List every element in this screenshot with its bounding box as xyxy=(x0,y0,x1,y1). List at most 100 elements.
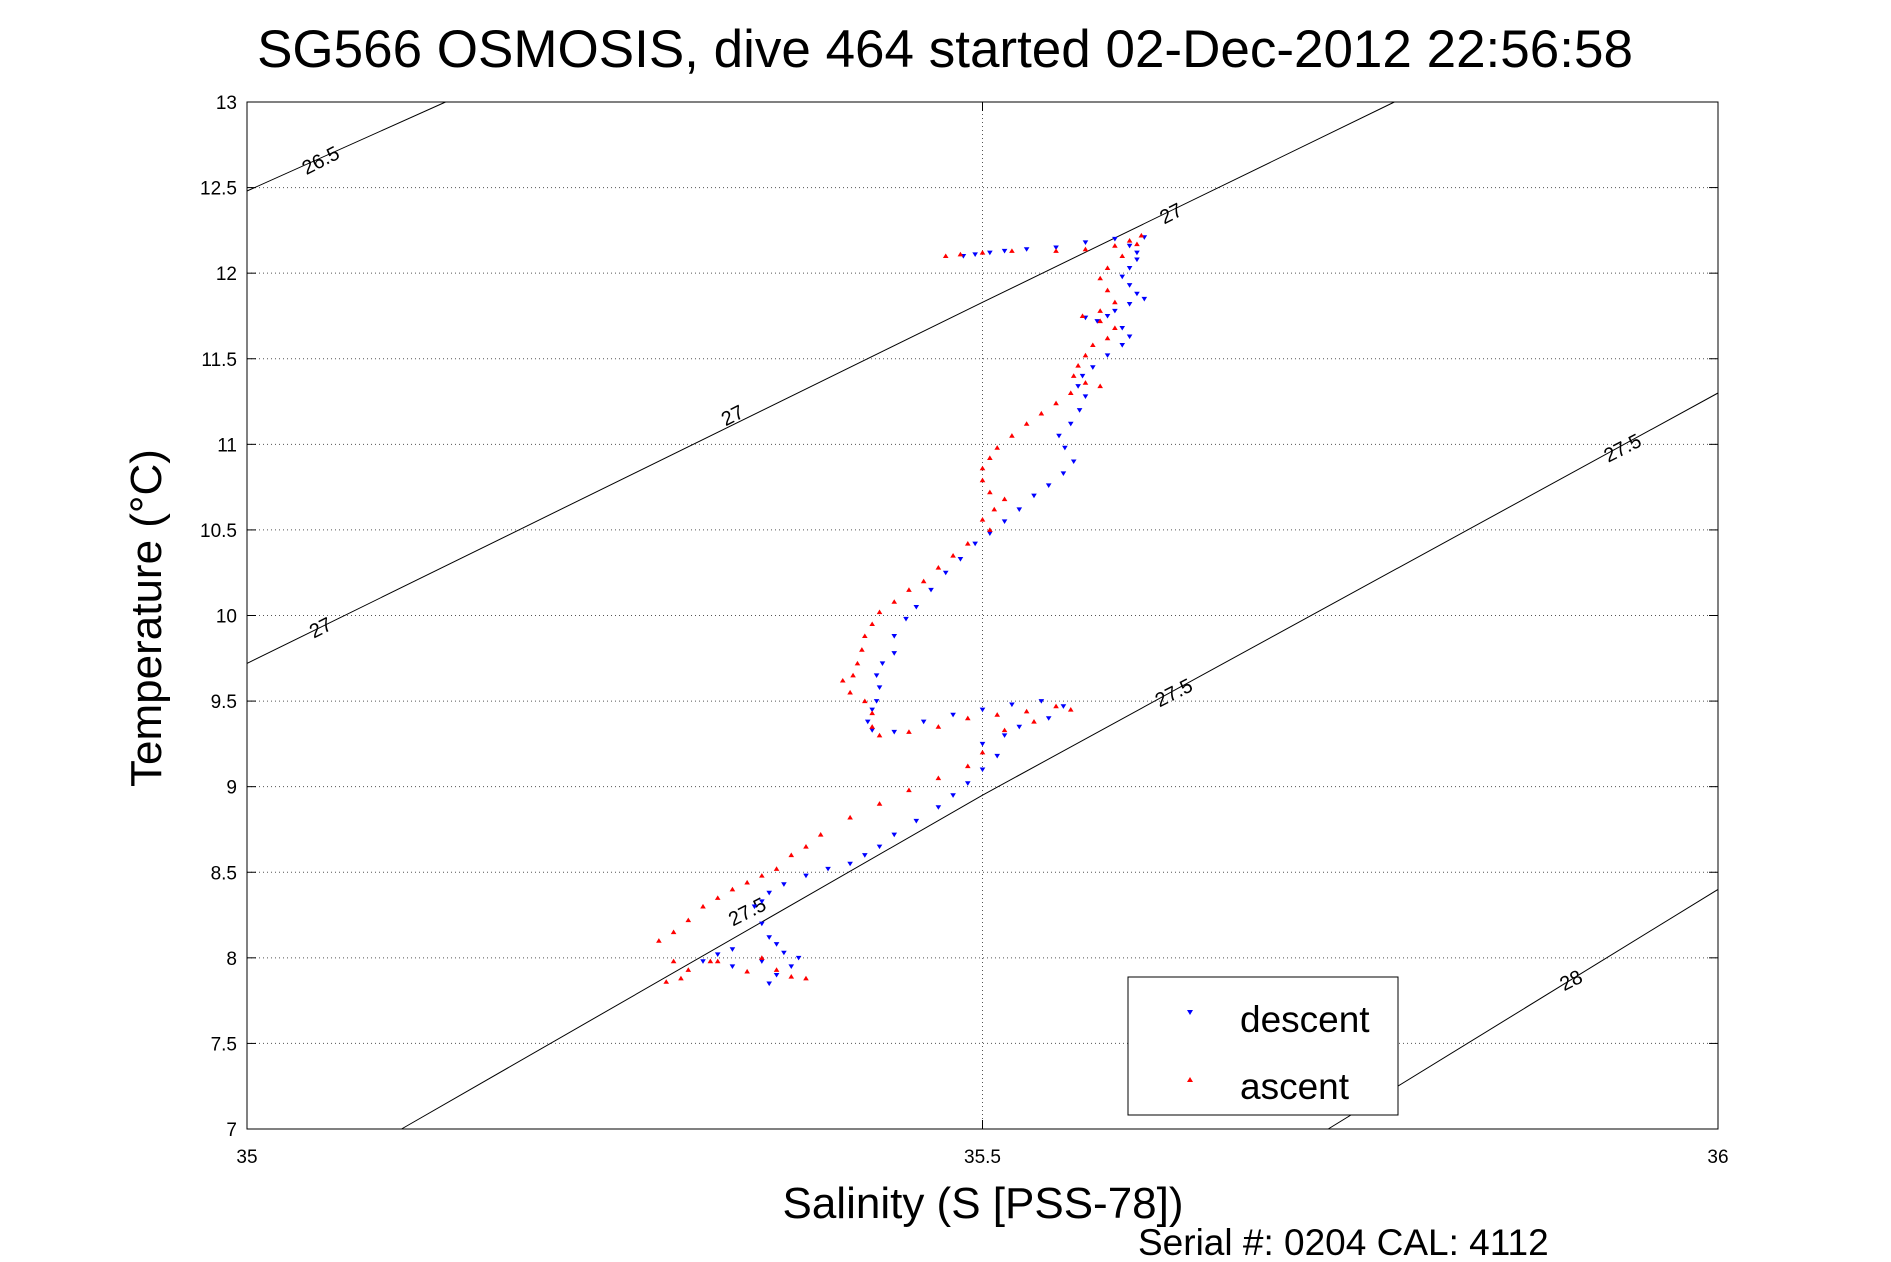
ascent-point xyxy=(685,917,692,923)
ascent-point xyxy=(656,938,662,943)
y-tick-label: 7.5 xyxy=(211,1034,237,1055)
ascent-point xyxy=(876,801,883,806)
descent-point xyxy=(788,964,795,969)
descent-point xyxy=(766,981,773,987)
descent-point xyxy=(903,616,909,622)
descent-point xyxy=(879,661,886,667)
ascent-point xyxy=(788,852,795,858)
descent-point xyxy=(964,781,971,786)
ascent-point xyxy=(773,866,780,871)
descent-point xyxy=(891,729,898,735)
ascent-point xyxy=(773,967,780,972)
descent-point xyxy=(1056,433,1062,439)
density-contour-27-5 xyxy=(401,392,1719,1130)
descent-point xyxy=(891,832,898,838)
descent-point xyxy=(979,707,986,713)
ascent-point xyxy=(1138,232,1145,238)
ascent-point xyxy=(1134,241,1140,247)
legend-descent-marker xyxy=(1187,1010,1193,1015)
ascent-point xyxy=(964,763,971,769)
y-tick-label: 11.5 xyxy=(201,350,237,371)
ascent-point xyxy=(964,541,971,546)
descent-point xyxy=(1070,459,1077,465)
ascent-point xyxy=(1075,362,1081,368)
descent-point xyxy=(1104,353,1111,358)
ascent-point xyxy=(869,724,875,729)
descent-point xyxy=(1119,325,1126,331)
y-tick-label: 9 xyxy=(226,778,237,799)
descent-point xyxy=(1001,248,1008,254)
ascent-point xyxy=(1009,433,1015,438)
descent-point xyxy=(825,866,831,872)
y-tick-labels: 7 7.5 8 8.5 9 9.5 10 10.5 11 11.5 12 12.5 13 xyxy=(200,93,237,1141)
ascent-point xyxy=(935,724,942,729)
ascent-point xyxy=(1082,246,1089,252)
ascent-point xyxy=(869,710,875,716)
descent-point xyxy=(950,793,956,798)
descent-point xyxy=(979,767,986,773)
ascent-point xyxy=(744,968,750,974)
ascent-point xyxy=(685,967,692,972)
descent-point xyxy=(994,753,1001,759)
ascent-point xyxy=(707,958,714,964)
descent-point xyxy=(781,950,787,956)
descent-point xyxy=(1119,343,1126,348)
descent-point xyxy=(1016,507,1023,512)
ascent-point xyxy=(700,903,706,909)
ascent-point xyxy=(1001,496,1008,502)
ascent-point xyxy=(1023,708,1030,714)
ascent-point xyxy=(678,975,684,981)
ascent-point xyxy=(1104,335,1111,341)
y-tick-label: 10 xyxy=(216,607,237,628)
ascent-point xyxy=(1097,318,1103,324)
descent-point xyxy=(862,853,868,858)
ascent-point xyxy=(670,958,677,964)
ascent-point xyxy=(994,445,1001,450)
descent-point xyxy=(1126,266,1133,271)
ascent-point xyxy=(803,975,809,981)
descent-point xyxy=(1126,243,1133,249)
ascent-point xyxy=(950,552,956,558)
descent-point xyxy=(1134,257,1140,263)
ascent-point xyxy=(991,506,998,512)
ascent-point xyxy=(1097,275,1103,281)
descent-point xyxy=(1094,319,1101,324)
ascent-point xyxy=(788,974,795,979)
ascent-point xyxy=(1097,383,1103,389)
descent-point xyxy=(803,873,809,879)
ascent-point xyxy=(935,775,942,781)
ascent-point xyxy=(1104,265,1111,271)
ascent-point xyxy=(906,729,912,734)
descent-point xyxy=(1076,408,1083,413)
descent-point xyxy=(891,651,898,656)
ascent-point xyxy=(957,251,964,257)
ascent-point xyxy=(1001,727,1008,733)
y-tick-label: 7 xyxy=(226,1120,237,1141)
descent-point xyxy=(766,935,773,940)
ascent-point xyxy=(1104,287,1111,293)
ascent-point xyxy=(964,715,971,721)
axis-ticks xyxy=(246,101,1719,1130)
ascent-point xyxy=(714,958,721,964)
descent-point xyxy=(1001,519,1008,524)
descent-point xyxy=(1053,245,1059,251)
descent-point xyxy=(1023,247,1030,252)
descent-point xyxy=(795,955,802,961)
ascent-point xyxy=(670,929,677,935)
descent-point xyxy=(913,818,920,824)
ascent-point xyxy=(1082,352,1089,358)
ascent-point xyxy=(759,955,765,960)
ascent-point xyxy=(1009,248,1015,253)
descent-point xyxy=(942,570,949,576)
descent-point xyxy=(1016,724,1023,730)
ascent-point xyxy=(714,895,721,900)
descent-point xyxy=(1126,283,1133,288)
descent-point xyxy=(1134,250,1140,256)
x-tick-label: 35 xyxy=(236,1147,257,1168)
descent-point xyxy=(876,844,883,850)
descent-point xyxy=(1119,274,1126,280)
descent-point xyxy=(987,531,993,536)
descent-point xyxy=(920,719,927,725)
descent-point xyxy=(972,541,978,547)
legend-ascent-marker xyxy=(1187,1077,1193,1082)
